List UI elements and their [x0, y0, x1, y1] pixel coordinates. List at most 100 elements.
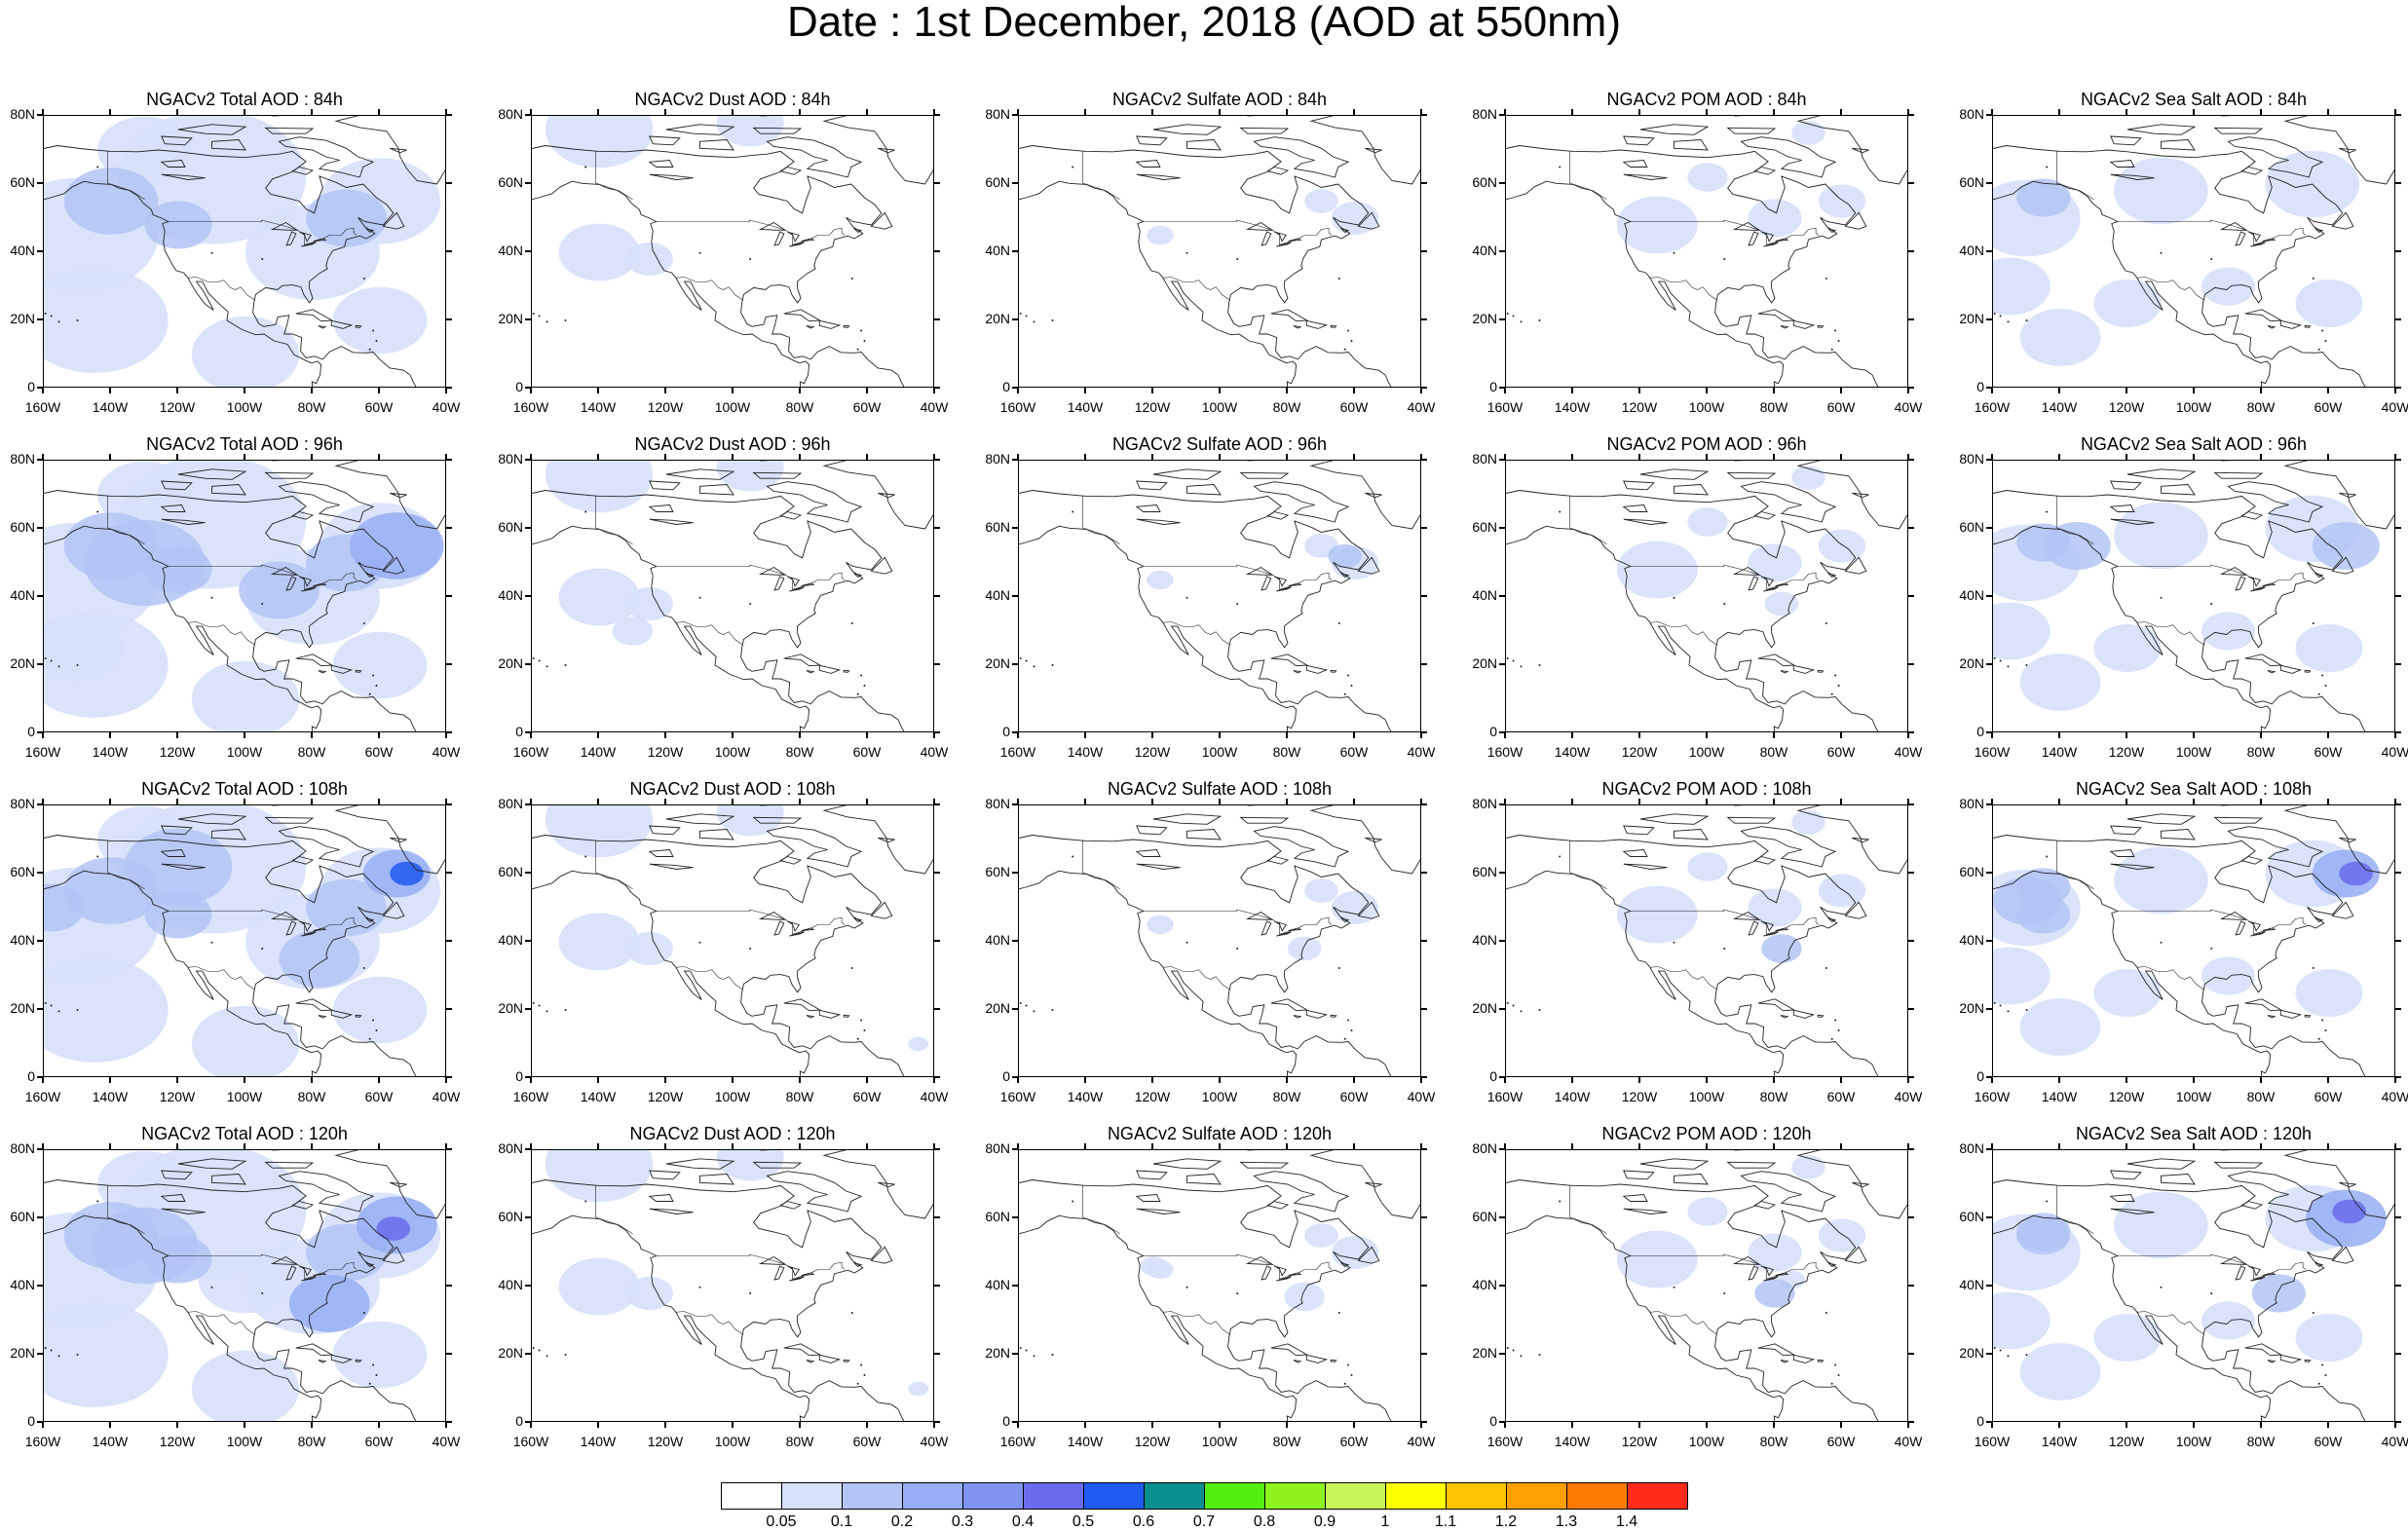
coastline-island — [699, 1174, 734, 1185]
island-dot — [372, 1363, 375, 1366]
lon-label: 140W — [1554, 1089, 1591, 1104]
lon-tick — [1420, 388, 1422, 393]
map-frame — [1018, 1149, 1421, 1422]
coastline-baffin — [766, 826, 863, 868]
lon-tick — [1286, 1077, 1288, 1083]
lake-outline — [1748, 920, 1759, 936]
lat-tick — [1012, 1421, 1018, 1423]
island-dot — [261, 258, 264, 260]
lat-tick — [1499, 250, 1505, 252]
lat-label: 40N — [498, 932, 523, 948]
lat-tick-right — [1908, 940, 1914, 942]
panel-title: NGACv2 POM AOD : 96h — [1606, 434, 1807, 454]
island-dot — [856, 692, 859, 695]
lon-tick — [1638, 1077, 1640, 1083]
coastline-island — [1844, 211, 1867, 230]
lon-tick-top — [597, 1143, 599, 1149]
island-dot — [850, 967, 853, 969]
coastline-island — [2331, 901, 2354, 919]
lon-tick — [311, 732, 313, 738]
island-dot — [856, 1037, 859, 1040]
aod-shade — [908, 1381, 929, 1397]
coastline-island — [1844, 901, 1867, 919]
coastline-island — [779, 856, 803, 865]
island-dot — [584, 166, 587, 168]
border-line — [107, 840, 145, 890]
lon-tick — [1151, 388, 1153, 393]
aod-shade — [625, 1276, 673, 1311]
aod-shade — [44, 615, 125, 682]
lat-tick-right — [446, 1353, 452, 1355]
lon-tick-top — [866, 454, 868, 460]
lake-outline — [1276, 931, 1292, 937]
lon-tick-top — [1638, 454, 1640, 460]
lake-outline — [648, 160, 674, 168]
colorbar-label: 0.8 — [1253, 1513, 1276, 1530]
island-dot — [368, 1382, 371, 1385]
lat-label: 40N — [10, 932, 35, 948]
lat-label: 80N — [1959, 106, 1984, 122]
coastline — [44, 145, 417, 387]
coastline-baffin — [1740, 1171, 1837, 1213]
lat-tick — [37, 595, 43, 597]
lake-outline — [773, 576, 785, 591]
colorbar-label: 0.4 — [1011, 1513, 1035, 1530]
lon-label: 140W — [2041, 399, 2078, 415]
lon-tick — [2126, 1422, 2127, 1428]
lon-tick — [42, 1077, 44, 1083]
lat-label: 0 — [1489, 1413, 1497, 1429]
lon-label: 160W — [24, 1434, 61, 1449]
lon-label: 120W — [2108, 399, 2145, 415]
lat-tick — [1499, 387, 1505, 389]
lake-outline — [1135, 160, 1161, 168]
lat-tick — [1499, 940, 1505, 942]
lon-tick — [2260, 732, 2262, 738]
lat-label: 0 — [1002, 1068, 1010, 1084]
coastline — [1019, 490, 1392, 731]
coastline-baffin — [1253, 136, 1350, 178]
lat-tick — [1012, 1076, 1018, 1078]
island-dot — [1051, 1354, 1054, 1356]
lon-tick-top — [1571, 109, 1573, 115]
lon-tick — [1151, 1422, 1153, 1428]
coastline-baffin — [1253, 826, 1350, 868]
lake-outline — [1288, 927, 1302, 931]
lon-tick-top — [1151, 1143, 1153, 1149]
map-canvas — [44, 461, 445, 731]
island-dot — [1343, 1382, 1346, 1385]
coastline-island — [1365, 492, 1382, 499]
lon-label: 80W — [297, 744, 326, 760]
lat-label: 20N — [10, 655, 35, 671]
lon-tick-top — [1840, 109, 1842, 115]
border-line — [2136, 621, 2204, 646]
lon-tick — [530, 1422, 532, 1428]
lon-tick — [1286, 1422, 1288, 1428]
island-dot — [1337, 622, 1340, 624]
lon-label: 100W — [2175, 1434, 2212, 1449]
lon-tick — [732, 388, 734, 393]
map-canvas — [532, 805, 933, 1076]
coastline-island — [2339, 147, 2356, 154]
lat-tick — [1986, 1421, 1992, 1423]
coastline-island — [1852, 837, 1869, 843]
lon-tick-top — [1907, 799, 1909, 804]
coastline — [1993, 145, 2366, 387]
panel-title: NGACv2 Sea Salt AOD : 96h — [2080, 434, 2308, 454]
lake-outline — [1748, 231, 1759, 246]
lon-tick-top — [1840, 799, 1842, 804]
lake-outline — [1622, 849, 1648, 857]
lat-tick — [525, 1076, 531, 1078]
lat-label: 40N — [10, 243, 35, 258]
lon-label: 140W — [1067, 1089, 1104, 1104]
map-canvas — [532, 1150, 933, 1421]
lat-label: 20N — [985, 311, 1010, 326]
lon-label: 40W — [920, 1089, 949, 1104]
lat-tick-right — [446, 1076, 452, 1078]
lon-label: 140W — [92, 744, 129, 760]
lon-tick — [1907, 732, 1909, 738]
lat-label: 60N — [1472, 519, 1497, 535]
coastline-island — [649, 825, 681, 836]
lon-tick-top — [311, 799, 313, 804]
lake-outline — [1260, 576, 1272, 591]
lon-label: 120W — [647, 1434, 684, 1449]
